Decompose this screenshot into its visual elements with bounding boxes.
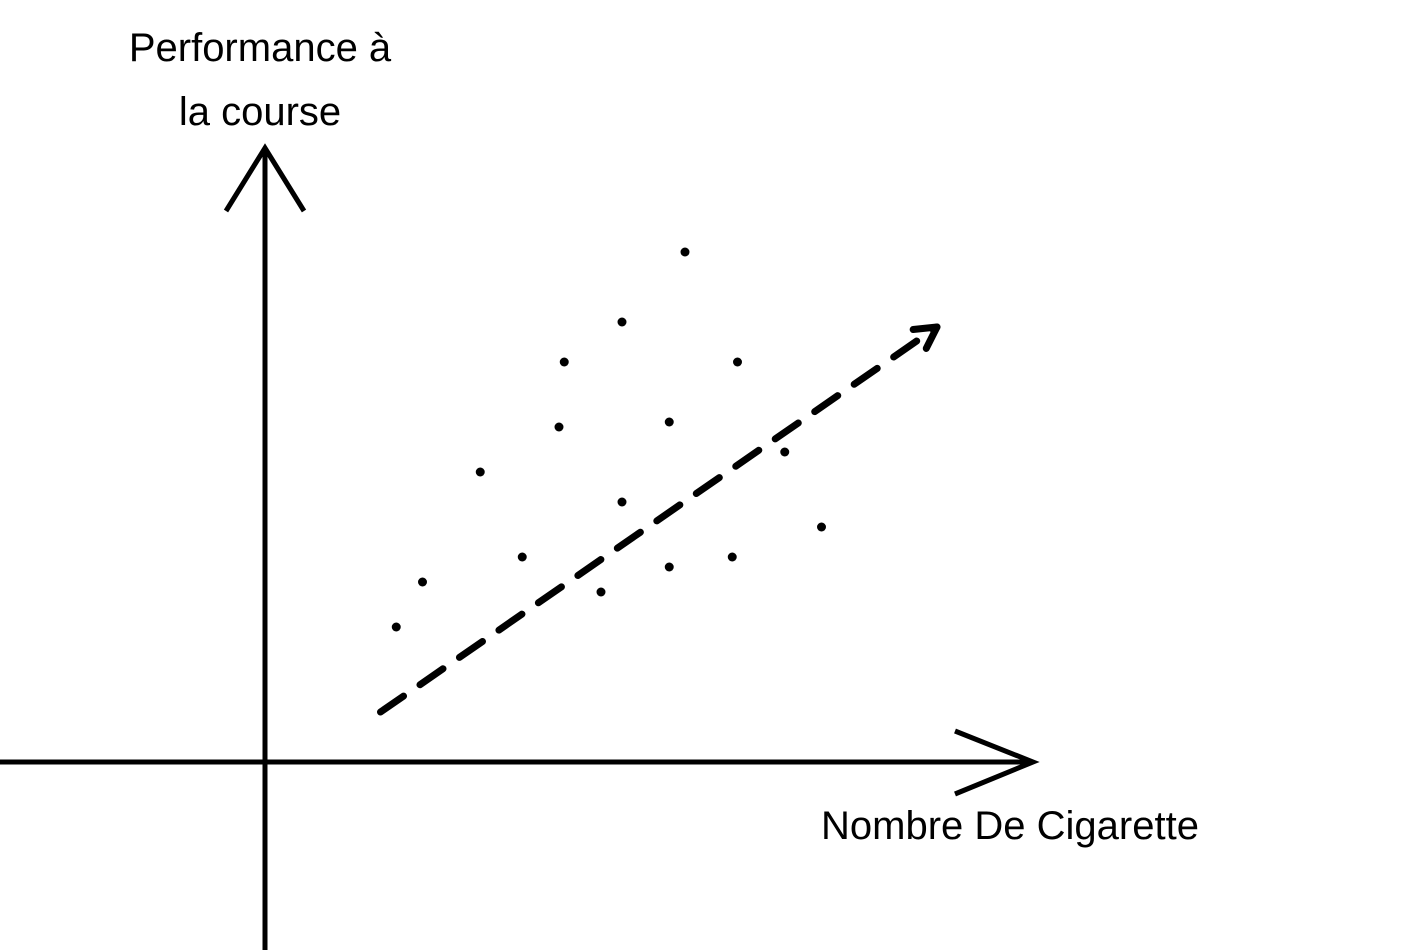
scatter-point: [418, 577, 427, 587]
scatter-point: [596, 587, 606, 597]
scatter-point: [664, 417, 674, 427]
points-layer: [391, 247, 826, 632]
scatter-point: [733, 357, 742, 367]
scatter-point: [517, 552, 527, 562]
y-axis-title-line-1: Performance à: [129, 26, 392, 70]
y-axis-title-line-2: la course: [179, 90, 341, 134]
scatter-point: [617, 497, 627, 507]
x-axis-title: Nombre De Cigarette: [821, 804, 1199, 848]
scatter-point: [559, 357, 569, 367]
scatter-point: [617, 317, 627, 327]
scatter-point: [664, 562, 674, 572]
scatter-point: [817, 522, 826, 532]
scatter-point: [727, 552, 737, 562]
scatter-point: [475, 467, 485, 477]
scatter-point: [780, 447, 790, 457]
trend-dashed-line: [377, 323, 941, 716]
trend-arrowhead: [909, 323, 941, 352]
x-axis-arrowhead: [954, 728, 1040, 797]
trend-layer: [377, 323, 941, 716]
scatter-point: [680, 247, 690, 257]
y-axis-arrowhead: [223, 143, 307, 213]
scatter-point: [391, 622, 401, 632]
scatter-point: [554, 422, 564, 432]
